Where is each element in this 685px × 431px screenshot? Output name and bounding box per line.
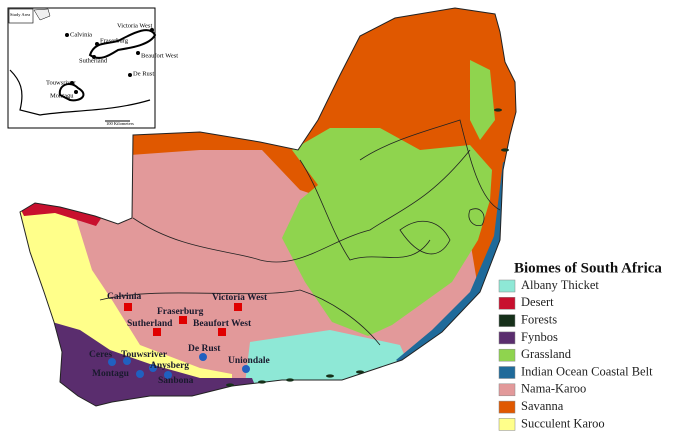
province-borders [99,119,501,346]
legend-label: Albany Thicket [521,278,599,292]
place-label: Touwsriver [121,350,168,360]
legend-label: Desert [521,295,554,309]
legend-label: Grassland [521,347,572,361]
legend-swatch [498,348,516,362]
inset-label: Fraserburg [100,37,129,44]
place-label: Victoria West [212,293,268,303]
place-label: Sanbona [158,376,194,386]
legend-swatch [498,366,516,379]
inset-label: De Rust [133,70,154,77]
inset-label: 100 Kilometers [106,121,134,126]
country-outline [19,7,517,407]
legend-swatch [498,400,516,414]
legend-swatch [498,383,516,397]
biome-region [470,60,495,140]
forest-patches [226,108,509,387]
inset-label: Victoria West [117,22,152,29]
inset-label: Montagu [50,92,74,99]
place-label: Anysberg [150,361,189,371]
forest-patch [501,148,509,152]
legend-swatch [498,314,516,327]
legend-label: Nama-Karoo [521,382,586,396]
legend-title: Biomes of South Africa [514,260,662,276]
place-label: Sutherland [127,319,173,329]
site-markers [108,303,250,379]
place-label: De Rust [188,344,221,354]
place-label: Ceres [89,350,112,360]
legend-swatch [498,418,516,431]
legend: Albany Thicket Desert Forests Fynbos Grassla… [498,278,653,431]
place-label: Fraserburg [157,307,204,317]
inset-label: Beaufort West [141,52,178,59]
biome-region [282,128,492,336]
inset-label: Calvinia [70,31,92,38]
legend-label: Forests [521,312,557,326]
inset-label: Study Area [10,12,30,17]
legend-label: Indian Ocean Coastal Belt [521,364,653,378]
place-labels: Calvinia Fraserburg Victoria West Sutherlan… [89,292,270,386]
forest-patch [286,378,294,382]
inset-map [7,7,157,129]
forest-patch [494,108,502,112]
legend-swatch [498,279,516,293]
forest-patch [226,383,234,387]
biome-region [38,318,262,406]
legend-swatch [498,331,516,345]
inset-label: Sutherland [79,57,108,64]
place-label: Beaufort West [193,319,252,329]
inset-label: Touwsriver [46,79,76,86]
place-label: Calvinia [107,292,142,302]
place-label: Montagu [92,369,130,379]
forest-patch [258,380,266,384]
biome-region [20,200,102,226]
legend-swatch [498,297,516,310]
forest-patch [326,374,334,378]
legend-label: Succulent Karoo [521,416,605,430]
legend-label: Savanna [521,399,564,413]
inset-labels: Study Area Calvinia Victoria West Fraserbur… [10,12,178,126]
place-label: Uniondale [228,356,270,366]
forest-patch [356,370,364,374]
legend-label: Fynbos [521,330,558,344]
